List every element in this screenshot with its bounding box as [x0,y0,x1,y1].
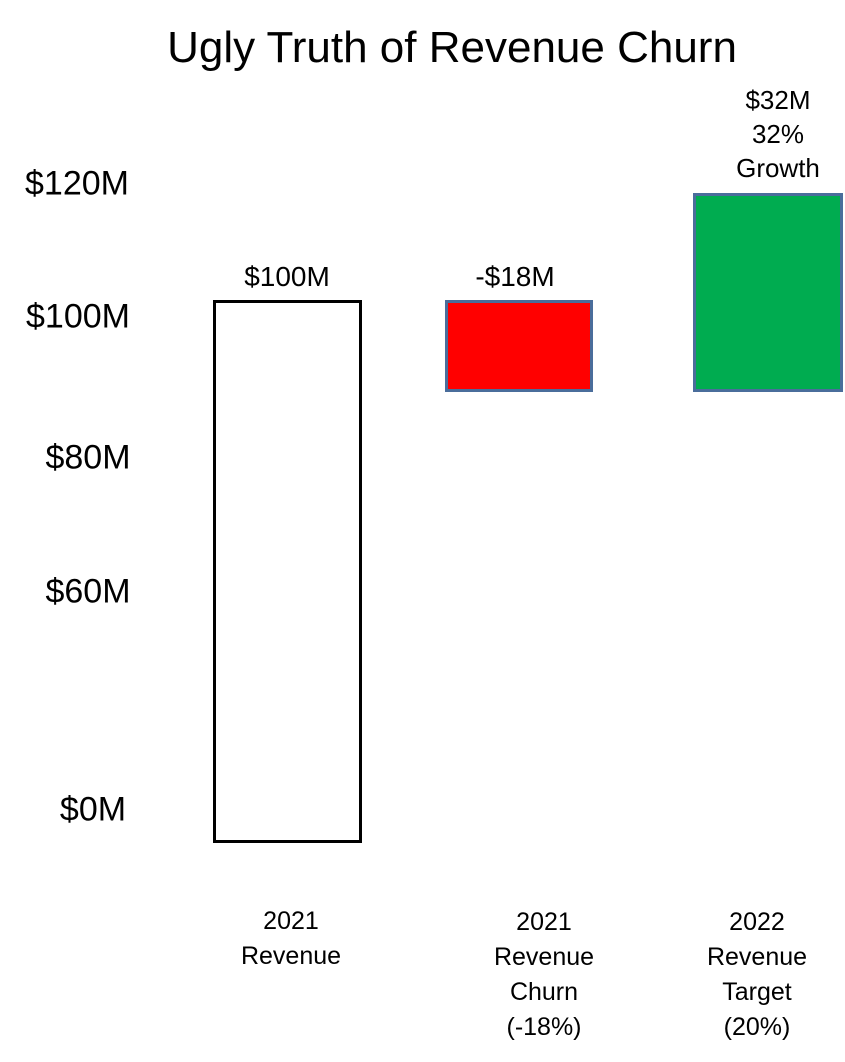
bar-value-label-revenue-target: $32M 32% Growth [736,85,820,183]
category-label-2021-revenue: 2021 Revenue [240,907,342,970]
y-axis-tick-0m: $0M [59,790,127,829]
y-axis-tick-80m: $80M [45,438,131,477]
bar-2021-revenue-churn [445,300,593,392]
bar-value-label-revenue-churn: -$18M [475,261,555,292]
category-label-2021-revenue-churn: 2021 Revenue Churn (-18%) [493,908,595,1041]
category-label-2022-revenue-target: 2022 Revenue Target (20%) [706,908,808,1041]
chart-title: Ugly Truth of Revenue Churn [167,23,737,72]
bar-value-label-2021-revenue: $100M [244,261,330,292]
y-axis-tick-120m: $120M [25,164,129,203]
bar-2022-revenue-target [693,193,843,392]
y-axis-tick-60m: $60M [45,572,131,611]
y-axis-tick-100m: $100M [26,297,130,336]
bar-2021-revenue [213,300,362,843]
